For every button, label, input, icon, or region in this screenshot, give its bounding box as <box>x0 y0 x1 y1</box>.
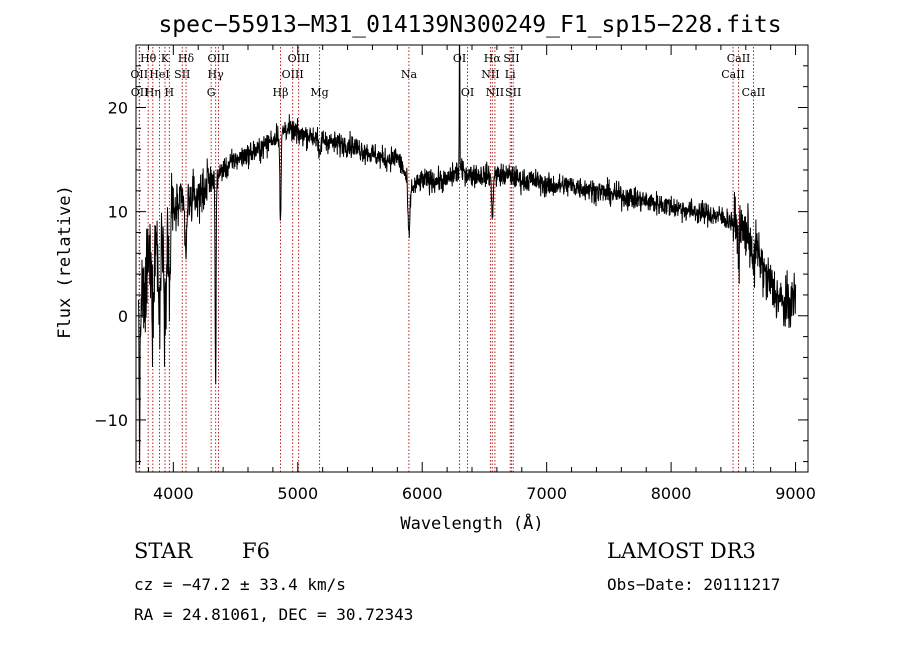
cz-value: cz = −47.2 ± 33.4 km/s <box>134 575 346 594</box>
line-marker-label: CaII <box>742 86 766 99</box>
line-marker-label: OIII <box>207 52 229 65</box>
y-tick-label: 20 <box>108 98 128 117</box>
y-tick-label: 0 <box>118 307 128 326</box>
line-marker-label: K <box>161 52 170 65</box>
y-tick-labels: −10 0 10 20 <box>94 98 128 429</box>
line-marker-labels: OII OII Hθ Hη HeI K H SII Hδ G Hγ OIII Hβ OIII OIII Mg N… <box>130 52 765 99</box>
line-marker-label: G <box>207 86 216 99</box>
obs-date: Obs−Date: 20111217 <box>607 575 780 594</box>
plot-frame <box>135 44 809 473</box>
x-tick-label: 6000 <box>402 484 443 503</box>
x-tick-labels: 4000 5000 6000 7000 8000 9000 <box>153 484 816 503</box>
line-marker-label: NII <box>481 68 499 81</box>
x-tick-label: 7000 <box>526 484 567 503</box>
line-marker-label: Li <box>505 68 516 81</box>
y-tick-label: −10 <box>94 411 128 430</box>
line-markers <box>138 47 754 472</box>
line-marker-label: OIII <box>282 68 304 81</box>
survey-name: LAMOST DR3 <box>607 539 756 563</box>
line-marker-label: Hγ <box>208 68 225 81</box>
line-marker-label: Na <box>401 68 418 81</box>
x-axis-label: Wavelength (Å) <box>400 512 543 534</box>
ra-dec: RA = 24.81061, DEC = 30.72343 <box>134 605 413 624</box>
chart-title: spec−55913−M31_014139N300249_F1_sp15−228… <box>158 12 781 38</box>
line-marker-label: Hα <box>484 52 502 65</box>
line-marker-label: NII <box>486 86 504 99</box>
spectrum-line <box>138 44 797 465</box>
line-marker-label: Mg <box>310 86 328 99</box>
line-marker-label: Hθ <box>140 52 157 65</box>
x-tick-label: 5000 <box>277 484 318 503</box>
line-marker-label: SII <box>503 52 519 65</box>
line-marker-label: CaII <box>727 52 751 65</box>
line-marker-label: SII <box>174 68 190 81</box>
line-marker-label: CaII <box>721 68 745 81</box>
line-marker-label: Hη <box>145 86 161 99</box>
line-marker-label: OI <box>461 86 474 99</box>
x-tick-label: 8000 <box>651 484 692 503</box>
x-tick-label: 4000 <box>153 484 194 503</box>
x-tick-label: 9000 <box>775 484 816 503</box>
line-marker-label: SII <box>505 86 521 99</box>
axis-ticks <box>136 44 808 472</box>
object-class: STAR <box>134 539 193 563</box>
line-marker-label: OII <box>131 86 149 99</box>
line-marker-label: OIII <box>288 52 310 65</box>
line-marker-label: HeI <box>149 68 169 81</box>
line-marker-label: OII <box>130 68 148 81</box>
line-marker-label: H <box>165 86 175 99</box>
y-tick-label: 10 <box>108 203 128 222</box>
y-axis-label: Flux (relative) <box>55 185 75 339</box>
line-marker-label: Hδ <box>178 52 195 65</box>
line-marker-label: Hβ <box>273 86 289 99</box>
object-subclass: F6 <box>242 539 270 563</box>
